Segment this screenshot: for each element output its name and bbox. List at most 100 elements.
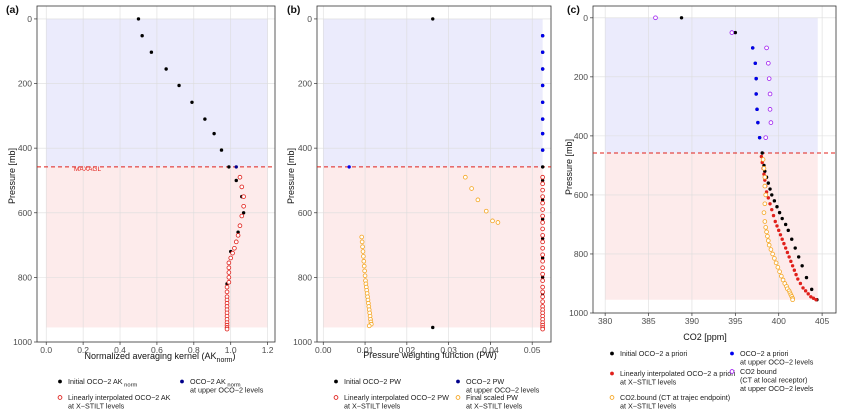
y-tick-label: 1000 [293,337,312,347]
maxagl-annotation: MAXAGL [74,166,101,173]
legend-item: Initial OCO−2 PW [334,377,401,386]
data-point [753,61,757,65]
x-tick-label: 400 [772,316,786,326]
data-point [780,237,784,241]
x-tick-label: 0.04 [482,345,499,355]
data-point [540,265,545,270]
data-point [777,228,781,233]
plot-frame [36,5,276,343]
data-point [177,83,181,88]
data-point [783,246,788,250]
legend-label: at upper OCO−2 levels [466,386,540,395]
data-point [540,239,545,245]
x-tick-label: 405 [815,316,829,326]
legend-item: Initial OCO−2 a priori [610,349,688,358]
data-point [490,218,495,224]
data-point [779,273,784,279]
data-point [359,239,365,245]
data-point [775,205,779,209]
data-point [237,174,243,180]
data-point [164,67,168,71]
data-point [149,50,154,54]
data-point [767,107,773,112]
data-point [483,208,489,214]
data-point [806,292,810,296]
y-tick-label: 200 [574,72,588,82]
data-point [803,289,808,293]
upper-levels-band [323,18,543,167]
data-point [540,50,545,54]
data-point [763,225,769,230]
data-point [540,326,545,332]
panel-b-plot-area: 0.00 0.01 0.02 0.03 0.04 0.05 0 200 400 600 800 100… [293,5,552,355]
data-point [540,200,545,206]
data-point [540,174,545,180]
data-point [140,34,144,38]
data-point [750,46,755,50]
upper-levels-band [605,17,818,154]
panel-b: 0.00 0.01 0.02 0.03 0.04 0.05 0 200 400 600 800 100… [286,4,552,360]
data-point [756,120,760,125]
plot-frame [316,5,552,343]
data-point [653,15,658,21]
data-point [761,210,767,215]
data-point [785,250,790,255]
data-point [226,265,232,270]
data-point [540,246,545,251]
data-point [540,213,545,219]
data-point [234,165,238,169]
data-point [540,67,545,71]
data-point [800,264,804,268]
y-tick-label: 0 [27,14,32,24]
data-point [359,234,365,240]
data-point [360,244,365,249]
data-point [770,251,775,257]
data-point [790,237,794,241]
data-point [540,117,545,121]
data-point [224,289,230,295]
data-point [770,207,774,212]
data-point [540,207,545,212]
data-point [234,178,238,183]
x-tick-label: 0.4 [114,345,126,355]
panel-b-ylabel: Pressure [mb] [286,148,296,204]
legend-label: at X−STILT levels [620,378,677,387]
data-point [794,272,798,277]
x-tick-label: 0.02 [399,345,416,355]
panel-a-plot-area: 0.0 0.2 0.4 0.6 0.8 1.0 1.2 0 200 400 600 800 1000 [13,5,276,355]
data-point [362,273,368,279]
data-point [814,298,818,302]
data-point [540,278,545,283]
legend-label: at upper OCO−2 levels [190,386,264,395]
panel-a-ylabel: Pressure [mb] [7,148,17,204]
x-tick-label: 0.05 [524,345,541,355]
data-point [762,183,768,189]
panel-a-xlabel-main: Normalized averaging kernel (AK [84,351,216,361]
data-point [754,76,758,81]
legend-label: Initial OCO−2 AK norm [68,377,138,389]
data-point [361,263,367,269]
data-point [801,286,805,290]
plot-frame [592,5,837,314]
data-point [793,246,797,250]
data-point [767,91,773,97]
data-point [729,30,735,35]
data-point [775,224,779,228]
data-point [241,204,246,209]
legend-marker [730,351,734,356]
lower-levels-band [323,166,543,328]
legend-label: OCO−2 AK norm [190,377,241,389]
data-point [780,216,784,221]
data-point [790,297,795,303]
panel-c-ylabel: Pressure [mb] [564,139,574,195]
data-point [226,270,232,275]
data-point [226,279,232,285]
legend-label: Final scaled PW [466,393,518,402]
data-point [227,165,231,169]
data-point [540,220,545,225]
data-point [475,197,481,203]
data-point [540,194,545,199]
